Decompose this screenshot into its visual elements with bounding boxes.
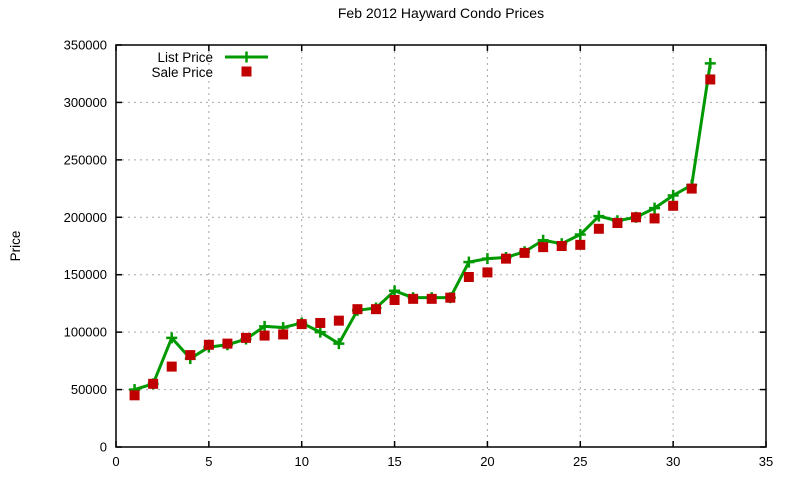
sale-price-point	[166, 361, 177, 372]
sale-price-point	[445, 292, 456, 303]
sale-price-point	[686, 183, 697, 194]
legend: List Price Sale Price	[151, 50, 268, 80]
sale-price-point	[705, 74, 716, 85]
sale-price-point	[668, 200, 679, 211]
sale-price-point	[222, 338, 233, 349]
sale-price-point	[259, 330, 270, 341]
legend-sample-sale-price-icon	[241, 66, 252, 77]
sale-price-point	[612, 218, 623, 229]
y-tick-label: 0	[100, 440, 107, 455]
list-price-point	[667, 189, 679, 201]
x-tick-label: 20	[480, 454, 494, 469]
x-tick-label: 5	[205, 454, 212, 469]
sale-price-point	[631, 212, 641, 223]
grid-layer	[116, 45, 766, 447]
sale-price-point	[129, 390, 140, 401]
sale-price-point	[333, 315, 344, 326]
chart-title: Feb 2012 Hayward Condo Prices	[338, 5, 544, 21]
list-price-point	[593, 210, 605, 222]
y-tick-label: 200000	[64, 210, 107, 225]
sale-price-point	[185, 350, 196, 361]
list-price-point	[481, 253, 493, 265]
list-price-point	[704, 57, 716, 69]
sale-price-point	[649, 213, 660, 224]
y-tick-label: 50000	[71, 382, 107, 397]
sale-price-point	[408, 293, 419, 304]
sale-price-point	[463, 272, 474, 283]
list-price-point	[166, 332, 178, 344]
list-price-line	[134, 63, 712, 392]
sale-price-point	[519, 247, 530, 258]
sale-price-point	[371, 304, 381, 315]
tick-label-layer: 0 5 10 15 20 25 30 35 0 50000 100000 150000 200000 25…	[64, 38, 774, 470]
plot-border	[115, 44, 767, 448]
y-tick-label: 150000	[64, 267, 107, 282]
list-price-point	[389, 285, 401, 297]
sale-price-point	[203, 339, 214, 350]
legend-sample-list-price-icon	[225, 51, 268, 63]
x-tick-label: 10	[294, 454, 308, 469]
x-tick-label: 15	[387, 454, 401, 469]
sale-price-point	[501, 253, 511, 264]
axis-layer	[115, 44, 767, 448]
series-layer	[129, 57, 716, 401]
x-tick-label: 25	[573, 454, 587, 469]
y-tick-label: 350000	[64, 38, 107, 53]
x-tick-label: 30	[666, 454, 680, 469]
list-price-point	[314, 326, 326, 338]
sale-price-point	[575, 239, 586, 250]
legend-label-sale-price: Sale Price	[151, 65, 213, 80]
y-tick-label: 250000	[64, 152, 107, 167]
list-price-point	[333, 338, 345, 350]
y-tick-label: 100000	[64, 325, 107, 340]
x-tick-label: 35	[759, 454, 773, 469]
y-tick-label: 300000	[64, 95, 107, 110]
list-price-point	[649, 202, 661, 214]
sale-price-point	[278, 329, 289, 340]
sale-price-point	[482, 267, 493, 278]
sale-price-point	[148, 378, 159, 389]
sale-price-point	[296, 319, 307, 330]
sale-price-point	[538, 242, 549, 253]
sale-price-point	[556, 241, 567, 251]
list-price-point	[574, 229, 586, 241]
y-axis-label: Price	[8, 231, 23, 262]
sale-price-point	[352, 304, 363, 315]
sale-price-point	[389, 294, 400, 305]
sale-price-point	[315, 317, 326, 328]
list-price-point	[259, 320, 271, 332]
sale-price-point	[241, 332, 251, 343]
legend-label-list-price: List Price	[157, 50, 213, 65]
list-price-point	[463, 256, 475, 268]
sale-price-point	[426, 293, 437, 304]
sale-price-point	[593, 223, 604, 234]
x-tick-label: 0	[112, 454, 119, 469]
